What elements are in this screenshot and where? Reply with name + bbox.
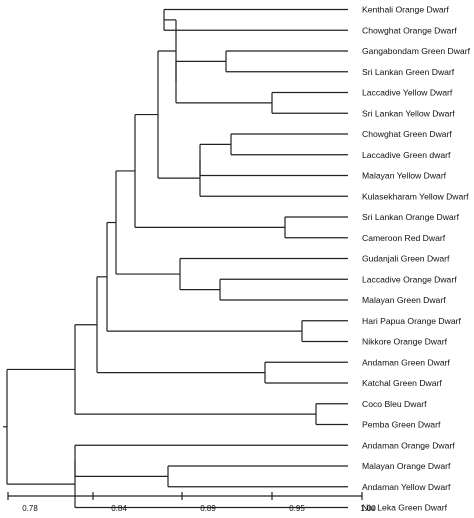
leaf-label: Malayan Yellow Dwarf [362,171,447,181]
leaf-label: Andaman Yellow Dwarf [362,482,451,492]
scale-tick-label: 1.00 [360,504,376,513]
leaf-label: Cameroon Red Dwarf [362,233,446,243]
leaf-label: Andaman Green Dwarf [362,357,451,367]
leaf-label: Kenthali Orange Dwarf [362,5,450,15]
leaf-label: Laccadive Green dwarf [362,150,451,160]
scale-tick-label: 0.95 [289,504,305,513]
leaf-label: Andaman Orange Dwarf [362,440,455,450]
scale-tick-label: 0.84 [111,504,127,513]
leaf-label: Gangabondam Green Dwarf [362,46,471,56]
leaf-label: Sri Lankan Orange Dwarf [362,212,460,222]
leaf-labels: Kenthali Orange Dwarf Chowghat Orange Dwa… [362,5,471,513]
leaf-label: Chowghat Green Dwarf [362,129,452,139]
leaf-label: Laccadive Orange Dwarf [362,274,457,284]
scale-tick-label: 0.89 [200,504,216,513]
leaf-label: Malayan Orange Dwarf [362,461,451,471]
leaf-label: Chowghat Orange Dwarf [362,25,457,35]
leaf-label: Kulasekharam Yellow Dwarf [362,191,469,201]
leaf-label: Nikkore Orange Dwarf [362,337,448,347]
leaf-label: Malayan Green Dwarf [362,295,446,305]
leaf-label: Hari Papua Orange Dwarf [362,316,461,326]
similarity-scale-bar: 0.78 0.84 0.89 0.95 1.00 [7,492,376,513]
leaf-label: Katchal Green Dwarf [362,378,442,388]
scale-tick-label: 0.78 [22,504,38,513]
dendrogram-branches [3,8,348,509]
leaf-label: Pemba Green Dwarf [362,420,441,430]
leaf-label: Niu Leka Green Dwarf [362,503,448,513]
leaf-label: Sri Lankan Green Dwarf [362,67,455,77]
leaf-label: Coco Bleu Dwarf [362,399,427,409]
leaf-label: Laccadive Yellow Dwarf [362,88,453,98]
leaf-label: Gudanjali Green Dwarf [362,254,450,264]
leaf-label: Sri Lankan Yellow Dwarf [362,108,455,118]
